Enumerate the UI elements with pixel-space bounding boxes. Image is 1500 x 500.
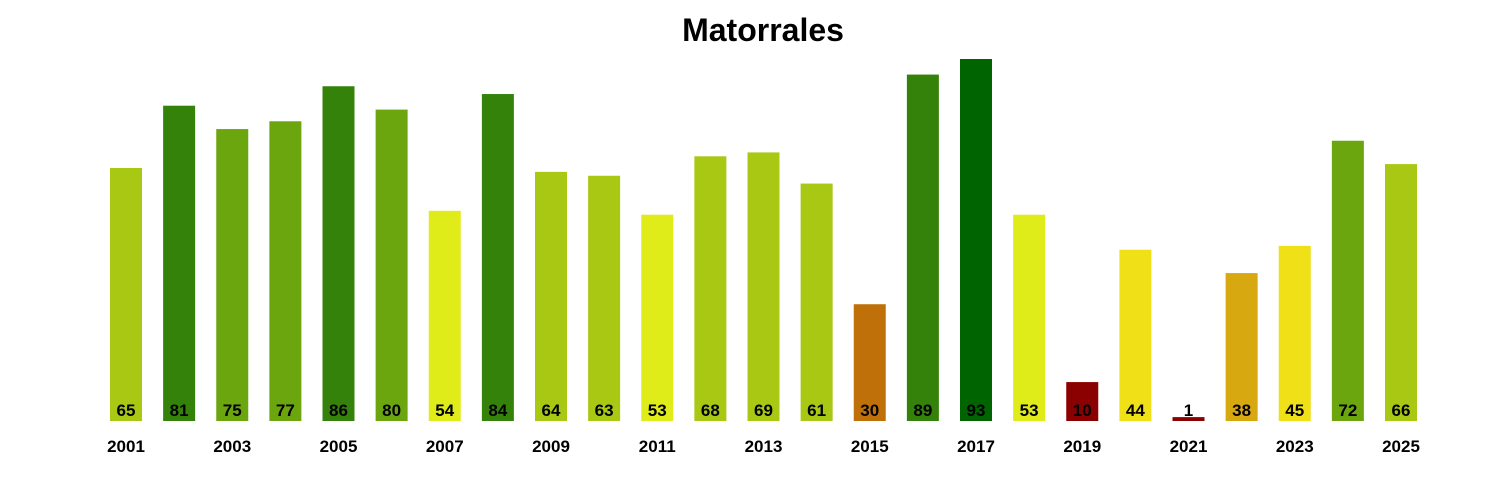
value-label-2014: 61 [807,401,826,420]
value-label-2023: 45 [1285,401,1304,420]
x-tick-label: 2011 [639,437,676,456]
bar-2010 [588,175,621,421]
bar-2005 [322,86,355,421]
value-label-2003: 75 [223,401,242,420]
bar-2023 [1278,245,1311,421]
value-label-2018: 53 [1020,401,1039,420]
value-label-2016: 89 [913,401,932,420]
x-tick-label: 2015 [851,437,889,456]
bar-2011 [641,214,674,421]
bar-2002 [163,105,196,421]
value-label-2021: 1 [1184,401,1193,420]
bar-2022 [1225,273,1258,421]
x-tick-label: 2005 [320,437,358,456]
value-label-2004: 77 [276,401,295,420]
value-label-2001: 65 [117,401,136,420]
bar-2003 [216,129,249,421]
bar-2020 [1119,249,1152,421]
value-label-2012: 68 [701,401,720,420]
x-tick-label: 2013 [745,437,783,456]
value-label-2005: 86 [329,401,348,420]
bar-2021 [1172,417,1205,421]
value-label-2006: 80 [382,401,401,420]
bar-2007 [428,210,461,421]
x-tick-label: 2019 [1063,437,1101,456]
bar-2009 [535,171,567,421]
bar-2018 [1013,214,1046,421]
bar-2006 [375,109,408,422]
value-label-2010: 63 [595,401,614,420]
bar-2025 [1385,164,1417,421]
bar-2001 [110,167,142,421]
bar-2016 [906,74,939,422]
x-tick-label: 2021 [1170,437,1208,456]
value-label-2013: 69 [754,401,773,420]
bar-2008 [481,94,514,421]
x-tick-label: 2003 [213,437,251,456]
bar-2012 [694,156,727,421]
value-label-2002: 81 [170,401,189,420]
bar-2015 [853,304,886,421]
value-label-2008: 84 [488,401,507,420]
x-tick-label: 2007 [426,437,464,456]
bar-2019 [1066,382,1099,421]
x-tick-label: 2009 [532,437,570,456]
bar-2017 [960,59,992,421]
x-tick-label: 2025 [1382,437,1420,456]
x-tick-label: 2017 [957,437,995,456]
bar-2024 [1331,140,1364,421]
value-label-2011: 53 [648,401,667,420]
x-tick-label: 2001 [107,437,145,456]
bar-2004 [269,121,302,421]
value-label-2019: 10 [1073,401,1092,420]
x-tick-label: 2023 [1276,437,1314,456]
value-label-2015: 30 [860,401,879,420]
value-label-2025: 66 [1392,401,1411,420]
value-label-2009: 64 [542,401,561,420]
bar-2014 [800,183,833,421]
bar-2013 [747,152,780,421]
value-label-2007: 54 [435,401,454,420]
value-label-2022: 38 [1232,401,1251,420]
value-label-2020: 44 [1126,401,1145,420]
chart-title: Matorrales [682,12,844,48]
value-label-2024: 72 [1338,401,1357,420]
value-label-2017: 93 [967,401,986,420]
